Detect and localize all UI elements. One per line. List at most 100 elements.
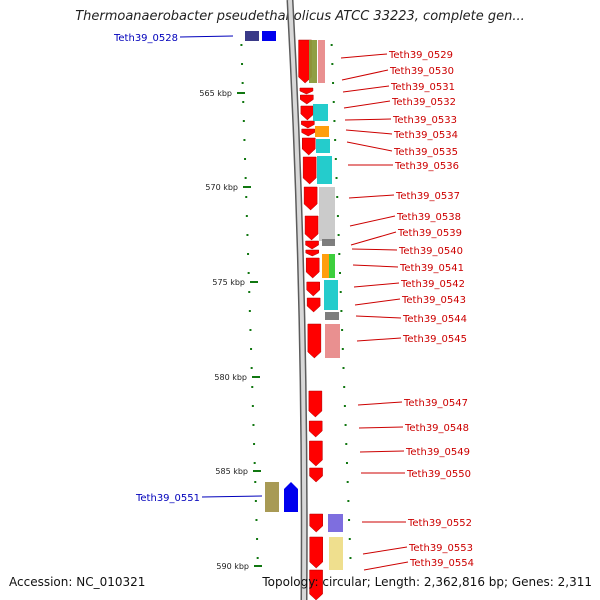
- gene-leader-line: [353, 282, 400, 288]
- scale-tick-label: 580 kbp: [214, 373, 247, 382]
- gene-label-text: Teth39_0534: [393, 130, 458, 141]
- gene-label: Teth39_0551: [135, 493, 263, 504]
- gene-label: Teth39_0536: [348, 161, 459, 172]
- forward-gene-arrow: [299, 87, 314, 95]
- gene-label-text: Teth39_0533: [392, 115, 457, 126]
- gene-label-text: Teth39_0538: [396, 212, 461, 223]
- gene-leader-line: [350, 231, 397, 246]
- gene-label-text: Teth39_0548: [404, 423, 469, 434]
- gene-label-text: Teth39_0542: [400, 279, 465, 290]
- gene-leader-line: [359, 450, 405, 453]
- accession-text: Accession: NC_010321: [9, 575, 146, 589]
- scale-tick-label: 590 kbp: [216, 562, 249, 571]
- gene-label: Teth39_0532: [343, 97, 456, 109]
- topology-text: Topology: circular; Length: 2,362,816 bp…: [262, 575, 592, 589]
- gene-label: Teth39_0545: [356, 334, 467, 345]
- feature-block: [329, 537, 343, 570]
- forward-gene-arrow: [304, 215, 319, 241]
- feature-block: [325, 312, 339, 320]
- gene-leader-line: [342, 85, 390, 93]
- gene-label-text: Teth39_0540: [398, 246, 463, 257]
- gene-label: Teth39_0554: [363, 558, 474, 571]
- gene-label: Teth39_0537: [348, 191, 460, 202]
- forward-gene-arrow: [300, 94, 314, 105]
- gene-label: Teth39_0538: [349, 212, 461, 227]
- gene-label: Teth39_0529: [340, 50, 453, 61]
- gene-leader-line: [344, 118, 392, 121]
- scale-tick: 590 kbp: [216, 562, 262, 571]
- gene-label-text: Teth39_0552: [407, 518, 472, 529]
- gene-leader-line: [201, 495, 263, 498]
- gene-leader-line: [363, 561, 409, 571]
- gene-label: Teth39_0533: [344, 115, 457, 126]
- forward-gene-arrow: [301, 137, 316, 156]
- forward-gene-arrow: [309, 467, 323, 483]
- scale-tick: 575 kbp: [212, 278, 258, 287]
- gene-leader-line: [352, 264, 399, 268]
- gene-label-text: Teth39_0547: [403, 398, 468, 409]
- gene-label-text: Teth39_0553: [408, 543, 473, 554]
- forward-gene-arrow: [306, 297, 321, 313]
- feature-block: [318, 40, 325, 83]
- forward-gene-arrow: [303, 186, 318, 211]
- gene-label: Teth39_0549: [359, 447, 470, 458]
- forward-gene-arrow: [301, 128, 315, 137]
- scale-tick: 580 kbp: [214, 373, 260, 382]
- reverse-gene-block: [265, 482, 279, 512]
- gene-label-text: Teth39_0551: [135, 493, 200, 504]
- gene-label-text: Teth39_0549: [405, 447, 470, 458]
- backbone-track: [288, 0, 307, 600]
- gene-label: Teth39_0547: [357, 398, 468, 409]
- gene-leader-line: [179, 35, 234, 38]
- feature-block: [309, 40, 317, 83]
- feature-block: [328, 514, 343, 532]
- gene-label-text: Teth39_0536: [394, 161, 459, 172]
- gene-label: Teth39_0553: [362, 543, 473, 555]
- feature-block: [315, 126, 329, 137]
- gene-label-text: Teth39_0531: [390, 82, 455, 93]
- feature-block: [325, 324, 340, 358]
- forward-gene-arrow: [305, 249, 320, 257]
- reverse-gene-arrow: [262, 31, 276, 41]
- forward-gene-arrow: [301, 120, 315, 129]
- gene-label: Teth39_0541: [352, 263, 464, 274]
- gene-label-text: Teth39_0529: [388, 50, 453, 61]
- gene-leader-line: [351, 248, 398, 251]
- gene-label-text: Teth39_0545: [402, 334, 467, 345]
- gene-label: Teth39_0531: [342, 82, 455, 93]
- gene-label: Teth39_0544: [355, 314, 467, 325]
- gene-label: Teth39_0550: [361, 469, 471, 480]
- gene-label: Teth39_0535: [346, 141, 458, 158]
- gene-leader-line: [343, 100, 391, 109]
- gene-label-text: Teth39_0544: [402, 314, 467, 325]
- forward-gene-arrow: [309, 440, 323, 467]
- gene-leader-line: [348, 194, 395, 199]
- gene-label-text: Teth39_0550: [406, 469, 471, 480]
- gene-label: Teth39_0530: [341, 66, 454, 81]
- gene-label-text: Teth39_0530: [389, 66, 454, 77]
- gene-leader-line: [356, 337, 402, 342]
- reverse-gene-block: [245, 31, 259, 41]
- forward-gene-arrow: [300, 105, 315, 121]
- forward-gene-arrow: [308, 420, 323, 438]
- scale-tick-label: 570 kbp: [205, 183, 238, 192]
- gene-label: Teth39_0543: [354, 295, 466, 306]
- forward-gene-arrow: [309, 569, 323, 600]
- gene-label: Teth39_0542: [353, 279, 465, 290]
- gene-leader-line: [362, 546, 408, 555]
- scale-tick-label: 575 kbp: [212, 278, 245, 287]
- gene-label-text: Teth39_0535: [393, 147, 458, 158]
- feature-block: [317, 156, 332, 184]
- gene-label-text: Teth39_0532: [391, 97, 456, 108]
- scale-tick: 585 kbp: [215, 467, 261, 476]
- gene-label: Teth39_0539: [350, 228, 462, 246]
- scale-tick-label: 585 kbp: [215, 467, 248, 476]
- gene-leader-line: [355, 315, 402, 319]
- gene-leader-line: [354, 298, 401, 306]
- gene-leader-line: [349, 215, 396, 227]
- gene-leader-line: [340, 53, 388, 59]
- gene-label-text: Teth39_0539: [397, 228, 462, 239]
- forward-gene-arrow: [307, 323, 322, 359]
- forward-gene-arrow: [305, 240, 319, 250]
